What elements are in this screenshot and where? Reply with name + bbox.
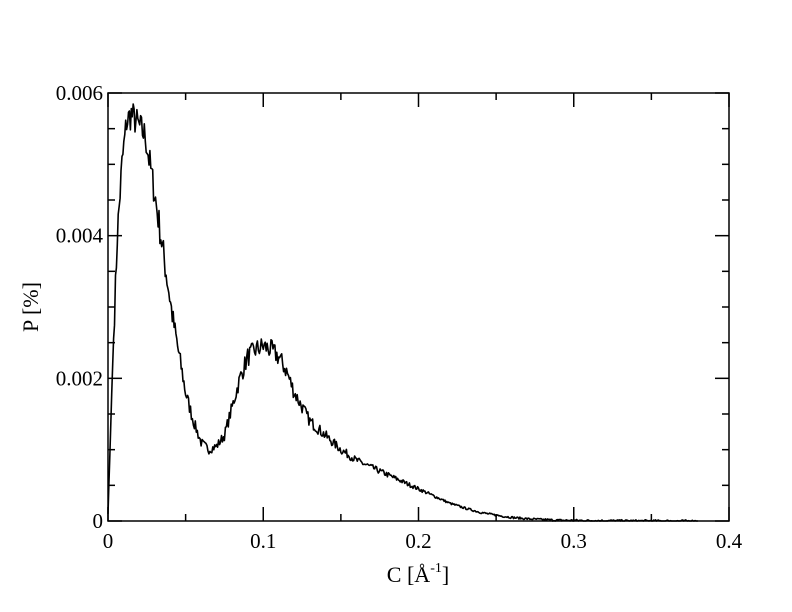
tick-labels: 0 0.1 0.2 0.3 0.4 0 0.002 0.004 0.006 [56, 81, 743, 553]
x-axis-label: C [Å-1] [387, 561, 449, 587]
y-tick-label: 0.004 [56, 224, 104, 248]
x-tick-label: 0.1 [250, 529, 276, 553]
x-axis-label-superscript: -1 [430, 561, 442, 576]
x-tick-label: 0.2 [405, 529, 431, 553]
x-tick-label: 0.4 [716, 529, 743, 553]
y-tick-label: 0.002 [56, 366, 103, 390]
y-axis-label: P [%] [18, 282, 43, 332]
y-tick-label: 0 [93, 509, 104, 533]
x-axis-label-main: C [Å [387, 562, 431, 587]
x-axis-label-close: ] [442, 562, 449, 587]
plot-frame [107, 92, 730, 522]
x-tick-label: 0.3 [561, 529, 587, 553]
y-tick-label: 0.006 [56, 81, 103, 105]
x-tick-label: 0 [103, 529, 114, 553]
